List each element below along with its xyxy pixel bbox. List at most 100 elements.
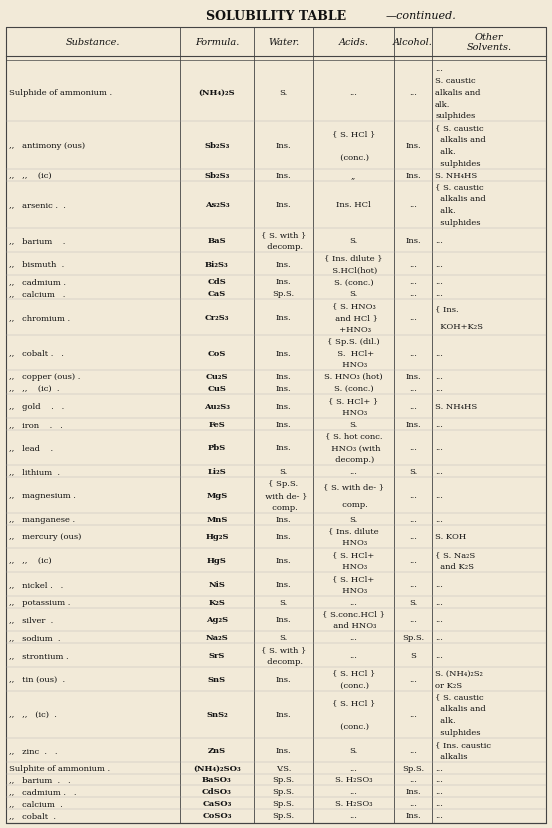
Text: sulphides: sulphides xyxy=(435,219,480,227)
Text: { S. caustic: { S. caustic xyxy=(435,124,484,132)
Text: ,,   ,,   (ic)  .: ,, ,, (ic) . xyxy=(9,710,57,719)
Text: S.: S. xyxy=(279,89,288,97)
Text: CdSO₃: CdSO₃ xyxy=(202,787,232,796)
Text: alk.: alk. xyxy=(435,100,450,108)
Text: ...: ... xyxy=(435,515,443,523)
Text: Formula.: Formula. xyxy=(195,38,239,47)
Text: ...: ... xyxy=(435,616,443,623)
Text: S. HNO₃ (hot): S. HNO₃ (hot) xyxy=(324,373,383,381)
Text: S.: S. xyxy=(409,468,417,475)
Text: Ins.: Ins. xyxy=(275,444,291,452)
Text: ...: ... xyxy=(435,580,443,588)
Text: CaS: CaS xyxy=(208,290,226,298)
Text: HNO₃: HNO₃ xyxy=(337,361,370,369)
Text: S.: S. xyxy=(349,746,358,754)
Text: { S. HNO₃: { S. HNO₃ xyxy=(332,301,375,310)
Text: Ins.: Ins. xyxy=(275,515,291,523)
Text: (conc.): (conc.) xyxy=(335,154,372,161)
Text: ,,   copper (ous) .: ,, copper (ous) . xyxy=(9,373,81,381)
Text: { Ins. caustic: { Ins. caustic xyxy=(435,740,491,748)
Text: { S. HCl }: { S. HCl } xyxy=(332,699,375,706)
Text: and K₂S: and K₂S xyxy=(435,562,474,570)
Text: ,,   gold    .   .: ,, gold . . xyxy=(9,402,64,411)
Text: Ins. HCl: Ins. HCl xyxy=(336,201,371,209)
Text: ...: ... xyxy=(409,260,417,268)
Text: { S. Na₂S: { S. Na₂S xyxy=(435,551,475,559)
Text: ...: ... xyxy=(435,278,443,286)
Text: ,,   potassium .: ,, potassium . xyxy=(9,598,70,606)
Text: Ins.: Ins. xyxy=(405,420,421,428)
Text: Li₂S: Li₂S xyxy=(208,468,226,475)
Text: Other
Solvents.: Other Solvents. xyxy=(466,33,512,52)
Text: ...: ... xyxy=(435,260,443,268)
Text: Au₂S₃: Au₂S₃ xyxy=(204,402,230,411)
Text: ...: ... xyxy=(349,468,358,475)
Text: Alcohol.: Alcohol. xyxy=(393,38,433,47)
Text: Ins.: Ins. xyxy=(275,260,291,268)
Text: ...: ... xyxy=(349,598,358,606)
Text: HNO₃: HNO₃ xyxy=(337,408,370,416)
Text: { Sp.S.: { Sp.S. xyxy=(268,479,299,488)
Text: ...: ... xyxy=(409,402,417,411)
Text: S.: S. xyxy=(409,598,417,606)
Text: ...: ... xyxy=(435,811,443,819)
Text: Ins.: Ins. xyxy=(275,171,291,180)
Text: { Ins. dilute }: { Ins. dilute } xyxy=(324,254,383,262)
Text: CoSO₃: CoSO₃ xyxy=(202,811,232,819)
Text: ...: ... xyxy=(435,444,443,452)
Text: Bi₂S₃: Bi₂S₃ xyxy=(205,260,229,268)
Text: ...: ... xyxy=(409,675,417,683)
Text: alk.: alk. xyxy=(435,716,455,724)
Text: CuS: CuS xyxy=(208,385,226,392)
Text: Ins.: Ins. xyxy=(405,171,421,180)
Text: S.: S. xyxy=(279,598,288,606)
Text: ...: ... xyxy=(409,491,417,499)
Text: ...: ... xyxy=(435,787,443,796)
Text: ,,   cadmium .   .: ,, cadmium . . xyxy=(9,787,77,796)
Text: Sp.S.: Sp.S. xyxy=(273,776,295,783)
Text: { S. HCl+: { S. HCl+ xyxy=(332,551,375,559)
Text: { S.conc.HCl }: { S.conc.HCl } xyxy=(322,609,385,618)
Text: ...: ... xyxy=(409,385,417,392)
Text: with de- }: with de- } xyxy=(260,491,307,499)
Text: ...: ... xyxy=(409,746,417,754)
Text: S.: S. xyxy=(279,468,288,475)
Text: ,,   calcium   .: ,, calcium . xyxy=(9,290,65,298)
Text: decomp.: decomp. xyxy=(262,657,305,665)
Text: (NH₄)₂SO₃: (NH₄)₂SO₃ xyxy=(193,763,241,772)
Text: ,,   cobalt  .: ,, cobalt . xyxy=(9,811,56,819)
Text: (conc.): (conc.) xyxy=(335,722,372,730)
Text: ,,   iron    .   .: ,, iron . . xyxy=(9,420,63,428)
Text: SOLUBILITY TABLE: SOLUBILITY TABLE xyxy=(206,9,346,22)
Text: ...: ... xyxy=(435,633,443,642)
Text: ...: ... xyxy=(409,201,417,209)
Text: Ins.: Ins. xyxy=(275,675,291,683)
Text: ...: ... xyxy=(349,811,358,819)
Text: S. (conc.): S. (conc.) xyxy=(334,385,373,392)
Text: S. H₂SO₃: S. H₂SO₃ xyxy=(335,776,372,783)
Text: Cr₂S₃: Cr₂S₃ xyxy=(205,314,229,321)
Text: ,,   chromium .: ,, chromium . xyxy=(9,314,70,321)
Text: CaSO₃: CaSO₃ xyxy=(203,799,232,807)
Text: { S. hot conc.: { S. hot conc. xyxy=(325,432,382,440)
Text: decomp.: decomp. xyxy=(262,243,305,251)
Text: ...: ... xyxy=(435,420,443,428)
Text: ...: ... xyxy=(409,799,417,807)
Text: Ag₂S: Ag₂S xyxy=(206,616,228,623)
Text: Ins.: Ins. xyxy=(405,787,421,796)
Text: S. caustic: S. caustic xyxy=(435,77,476,84)
Text: alkalis and: alkalis and xyxy=(435,136,486,144)
Text: or K₂S: or K₂S xyxy=(435,681,462,689)
Text: PbS: PbS xyxy=(208,444,226,452)
Text: HgS: HgS xyxy=(207,556,227,565)
Text: ,,   cadmium .: ,, cadmium . xyxy=(9,278,66,286)
Text: Hg₂S: Hg₂S xyxy=(205,532,229,541)
Text: ...: ... xyxy=(435,385,443,392)
Text: Water.: Water. xyxy=(268,38,299,47)
Text: ...: ... xyxy=(435,65,443,73)
Text: ...: ... xyxy=(435,651,443,659)
Text: Ins.: Ins. xyxy=(275,201,291,209)
Text: ,,   magnesium .: ,, magnesium . xyxy=(9,491,76,499)
Text: { S. HCl+: { S. HCl+ xyxy=(332,574,375,582)
Text: ...: ... xyxy=(349,89,358,97)
